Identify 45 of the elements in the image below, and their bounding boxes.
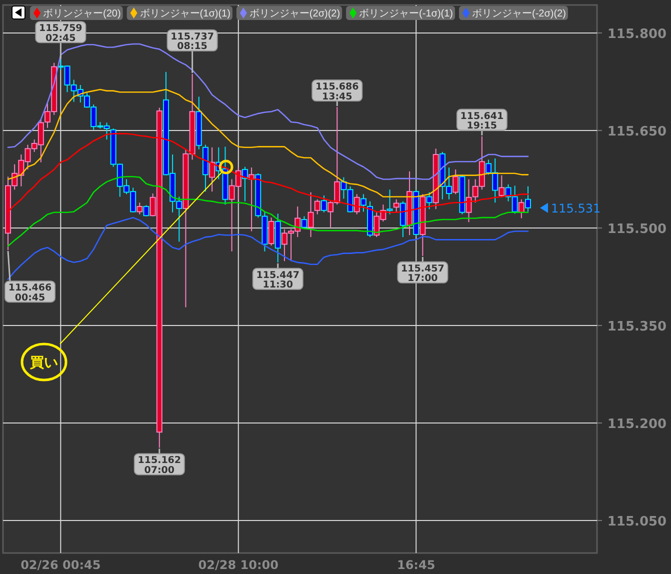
x-tick-label: 02/26 00:45 <box>20 558 101 572</box>
annotation: 115.641 19:15 <box>460 110 504 132</box>
legend-label: ボリンジャー(20) <box>43 8 121 20</box>
candlestick <box>209 146 216 192</box>
y-tick-label: 115.650 <box>607 124 667 140</box>
line-series <box>7 216 529 280</box>
legend-label: ボリンジャー(1σ)(1) <box>140 8 230 20</box>
annotation: 115.457 17:00 <box>401 263 444 284</box>
candlestick <box>426 192 432 210</box>
annotation: 115.466 00:45 <box>8 282 52 304</box>
line-series <box>7 43 529 180</box>
line-series <box>7 88 529 198</box>
candlestick <box>452 168 459 195</box>
candlestick <box>525 186 531 212</box>
legend-label: ボリンジャー(2σ)(2) <box>249 8 340 20</box>
candlestick <box>308 192 314 238</box>
y-tick-label: 115.500 <box>607 222 667 237</box>
candlestick <box>360 194 366 212</box>
annotation: 115.737 08:15 <box>170 31 214 52</box>
candlestick <box>354 194 360 215</box>
candlestick <box>498 174 505 198</box>
candlestick <box>320 194 327 213</box>
annotation: 115.162 07:00 <box>138 455 182 476</box>
text: 115.531 <box>551 201 601 216</box>
annotation: 115.686 13:45 <box>315 82 360 102</box>
candlestick <box>393 198 400 212</box>
legend-label: ボリンジャー(-2σ)(2) <box>472 8 566 20</box>
annotation: 買い <box>29 355 58 371</box>
y-tick-label: 115.800 <box>607 26 667 42</box>
candlestick <box>518 198 524 219</box>
candlestick <box>314 198 320 215</box>
legend-label: ボリンジャー(-1σ)(1) <box>359 8 453 20</box>
candlestick <box>386 189 393 215</box>
y-tick-label: 115.200 <box>607 416 667 432</box>
y-tick-label: 115.050 <box>607 514 667 530</box>
annotation: 115.447 11:30 <box>256 270 300 291</box>
annotation: 115.759 02:45 <box>39 23 82 44</box>
x-tick-label: 16:45 <box>397 558 436 572</box>
x-tick-label: 02/28 10:00 <box>198 558 278 572</box>
candlestick <box>301 216 308 230</box>
candlestick <box>400 200 406 238</box>
candlestick <box>268 217 274 246</box>
candlestick <box>143 204 150 217</box>
y-tick-label: 115.350 <box>607 319 667 334</box>
candlestick <box>136 202 143 215</box>
